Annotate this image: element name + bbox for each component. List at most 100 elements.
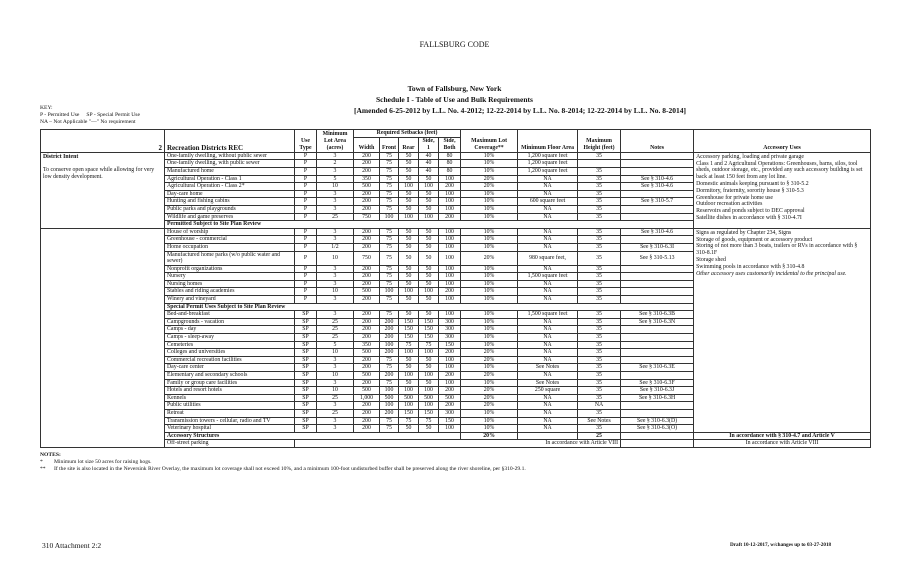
table-row: Colleges and universities SP 10 500 200 100 10… [41,348,871,357]
side-1: 50 [418,174,439,184]
accessory-use-item: Swimming pools in accordance with § 310-… [696,263,805,270]
rear: 150 [398,333,419,342]
use-type: P [294,250,317,266]
min-floor-area: 1,200 square feet [517,159,579,168]
notes: See § 310-6.3(O) [620,424,695,433]
max-coverage: 10% [460,409,519,418]
min-floor-area: NA [517,212,579,222]
notes: See § 310-6.3J [620,386,695,395]
use-type: SP [294,401,317,410]
notes: See § 310-6.3E [620,363,695,372]
min-floor-area: NA [517,227,579,237]
width: 200 [353,363,380,372]
use-name: Camps - day [164,325,295,335]
max-height: 35 [577,378,622,388]
side-both: 100 [437,250,462,266]
side-both: 300 [437,317,462,327]
code-header: FALLSBURG CODE [419,40,490,49]
side-both: 200 [437,401,462,410]
use-name: Family or group care facilities [164,378,295,388]
front: 100 [379,386,399,395]
max-coverage: 10% [460,204,519,214]
side-1: 150 [418,333,439,342]
rear: 50 [398,204,419,214]
table-row: Wildlife and game preserves P 25 750 100 100 1… [41,212,871,222]
min-floor-area: NA [517,371,579,380]
rear: 50 [398,295,419,304]
max-height: 35 [577,310,622,319]
min-floor-area: 1,200 square feet [517,167,579,176]
use-name: Winery and vineyard [164,295,295,304]
front: 75 [379,416,399,426]
min-lot-area: 10 [316,287,354,297]
side-both: 100 [437,264,462,274]
use-name: Agricultural Operation - Class 1 [164,174,295,184]
use-name: Nursing homes [164,279,295,289]
notes [620,189,695,199]
use-name: Nonprofit organizations [164,264,295,274]
min-lot-area: 3 [316,295,354,304]
use-name: Day-care home [164,189,295,199]
col-side-both: Side, Both [437,136,462,153]
notes [620,204,695,214]
rear: 50 [398,264,419,274]
width: 350 [353,340,380,350]
use-name: One-family dwelling, with public sewer [164,159,295,168]
use-type: SP [294,325,317,335]
side-1: 500 [418,393,439,403]
max-height: 35 [577,151,622,161]
side-both: 100 [437,242,462,252]
max-height: 35 [577,333,622,342]
side-both: 300 [437,409,462,418]
col-front: Front [379,136,399,153]
front: 200 [379,409,399,418]
max-coverage: 20% [460,348,519,357]
side-both: 150 [437,416,462,426]
use-name: Wildlife and game preserves [164,212,295,222]
max-coverage: 20% [460,393,519,403]
use-type: P [294,279,317,289]
rear: 50 [398,174,419,184]
notes-title: NOTES: [40,451,61,458]
min-lot-area: 3 [316,197,354,206]
max-coverage: 10% [460,197,519,206]
max-height: 35 [577,363,622,372]
use-type: P [294,151,317,161]
accessory-use-item: Reservoirs and ponds subject to DEC appr… [696,208,805,215]
rear: 100 [398,287,419,297]
accessory-use-item: Dormitory, fraternity, sorority house § … [696,187,804,194]
max-height: 35 [577,174,622,184]
side-1: 50 [418,204,439,214]
rear: 150 [398,317,419,327]
use-name: Home occupation [164,242,295,252]
side-both: 100 [437,197,462,206]
notes: See § 310-4.6 [620,174,695,184]
rear: 150 [398,409,419,418]
min-floor-area: NA [517,264,579,274]
use-type: SP [294,386,317,395]
accessory-structures-label: Accessory Structures [163,431,462,441]
side-both: 100 [437,310,462,319]
use-type: SP [294,424,317,433]
max-height: 35 [577,250,622,266]
min-floor-area: NA [517,174,579,184]
width: 200 [353,235,380,244]
table-row: Public utilities SP 3 200 100 100 100 200 20% NA N… [41,401,871,410]
use-name: Manufactured home parks (w/o public wate… [164,250,295,266]
front: 75 [379,295,399,304]
max-coverage: 10% [460,235,519,244]
use-name: Campgrounds - vacation [164,317,295,327]
side-both: 150 [437,340,462,350]
front: 75 [379,363,399,372]
max-coverage: 20% [460,182,519,191]
notes: NOTES: * Minimum lot size 50 acres for ra… [40,452,870,474]
notes: See § 310-6.3N [620,317,695,327]
use-name: Agricultural Operation - Class 2* [164,182,295,191]
notes [620,235,695,244]
rear: 100 [398,348,419,357]
min-lot-area: 3 [316,363,354,372]
max-coverage: 10% [460,378,519,388]
front: 100 [379,212,399,222]
side-both: 300 [437,333,462,342]
